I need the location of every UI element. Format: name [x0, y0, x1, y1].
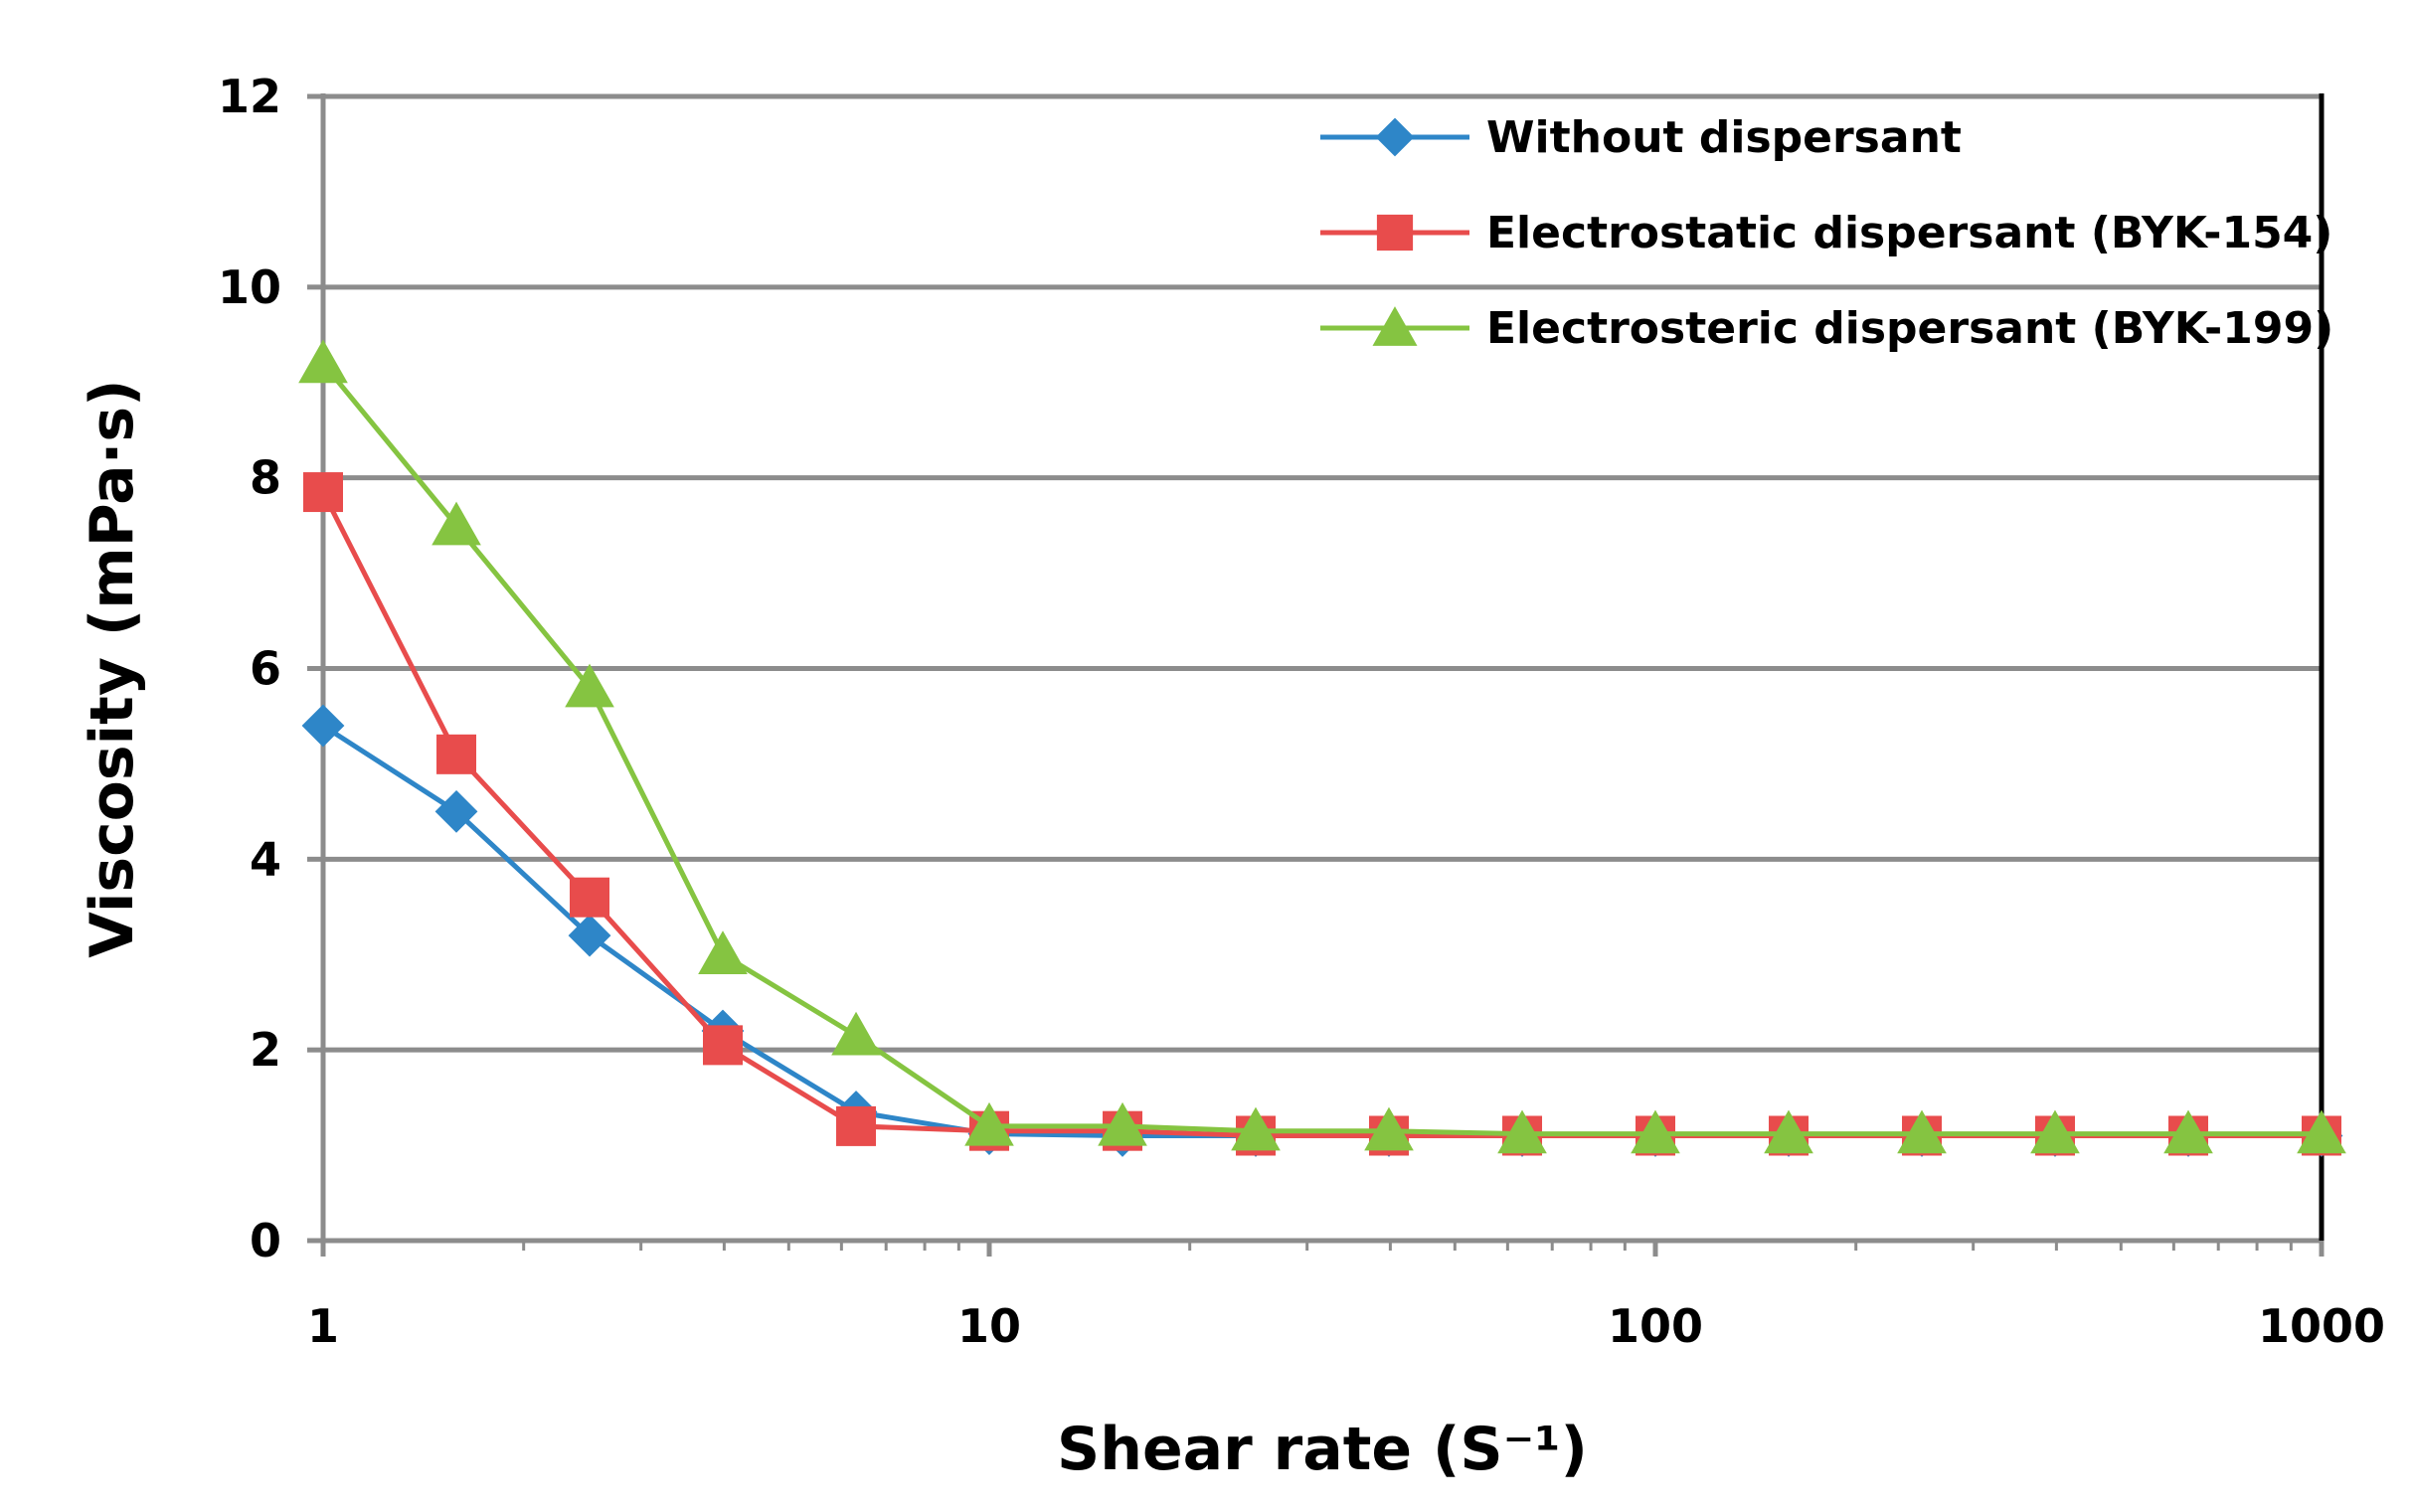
data-point: [2163, 1109, 2213, 1154]
data-point: [565, 663, 614, 708]
y-tick-label: 4: [250, 832, 281, 886]
data-point: [1231, 1106, 1281, 1151]
data-point: [570, 877, 610, 918]
data-point: [2297, 1109, 2346, 1154]
data-point: [964, 1101, 1014, 1146]
data-point: [1497, 1109, 1547, 1154]
legend-marker: [1372, 306, 1418, 346]
series-2: [303, 472, 2341, 1156]
data-point: [2030, 1109, 2080, 1154]
data-point: [836, 1105, 877, 1146]
data-point: [298, 339, 348, 384]
series-line: [321, 361, 2322, 1137]
data-point: [1098, 1101, 1147, 1146]
legend-label: Electrosteric dispersant (BYK-199): [1486, 303, 2333, 354]
legend-marker: [1376, 214, 1414, 252]
x-axis-title: Shear rate (S⁻¹): [1057, 1415, 1588, 1484]
x-tick-label: 10: [957, 1299, 1021, 1353]
y-tick-label: 0: [250, 1214, 281, 1267]
x-tick-label: 100: [1608, 1299, 1703, 1353]
series-1: [301, 704, 2343, 1157]
grid-lines: [323, 93, 2322, 1053]
data-point: [831, 1011, 881, 1056]
data-point: [1764, 1109, 1813, 1154]
y-axis-title: Viscosity (mPa·s): [78, 379, 147, 957]
legend-label: Electrostatic dispersant (BYK-154): [1486, 208, 2332, 258]
data-point: [431, 501, 481, 546]
series-3: [298, 339, 2346, 1154]
series-line: [320, 490, 2322, 1138]
y-tick-label: 12: [218, 70, 281, 123]
y-tick-label: 8: [250, 451, 281, 505]
x-tick-label: 1000: [2258, 1299, 2385, 1353]
data-point: [1364, 1106, 1414, 1151]
data-series: [298, 339, 2346, 1157]
legend: Without dispersant Electrostatic dispersa…: [1320, 112, 2333, 354]
x-tick-label: 1: [307, 1299, 339, 1353]
data-point: [702, 1025, 743, 1066]
data-point: [303, 472, 343, 513]
legend-marker: [1375, 117, 1415, 157]
data-point: [436, 734, 477, 774]
legend-entry: Electrosteric dispersant (BYK-199): [1320, 303, 2333, 354]
legend-label: Without dispersant: [1486, 112, 1962, 163]
legend-entry: Electrostatic dispersant (BYK-154): [1320, 208, 2332, 258]
data-point: [434, 789, 478, 833]
y-tick-label: 6: [250, 642, 281, 696]
data-point: [1897, 1109, 1947, 1154]
y-tick-label: 2: [250, 1023, 281, 1077]
legend-entry: Without dispersant: [1320, 112, 1962, 163]
data-point: [568, 914, 611, 957]
axes: [307, 93, 2325, 1257]
data-point: [698, 930, 748, 974]
y-tick-label: 10: [218, 260, 281, 314]
data-point: [1631, 1109, 1680, 1154]
axis-labels: 0 2 4 6 8 10 12 1 10 100 1000 Shear rate (S⁻¹) Visco…: [78, 70, 2385, 1484]
data-point: [301, 704, 345, 748]
